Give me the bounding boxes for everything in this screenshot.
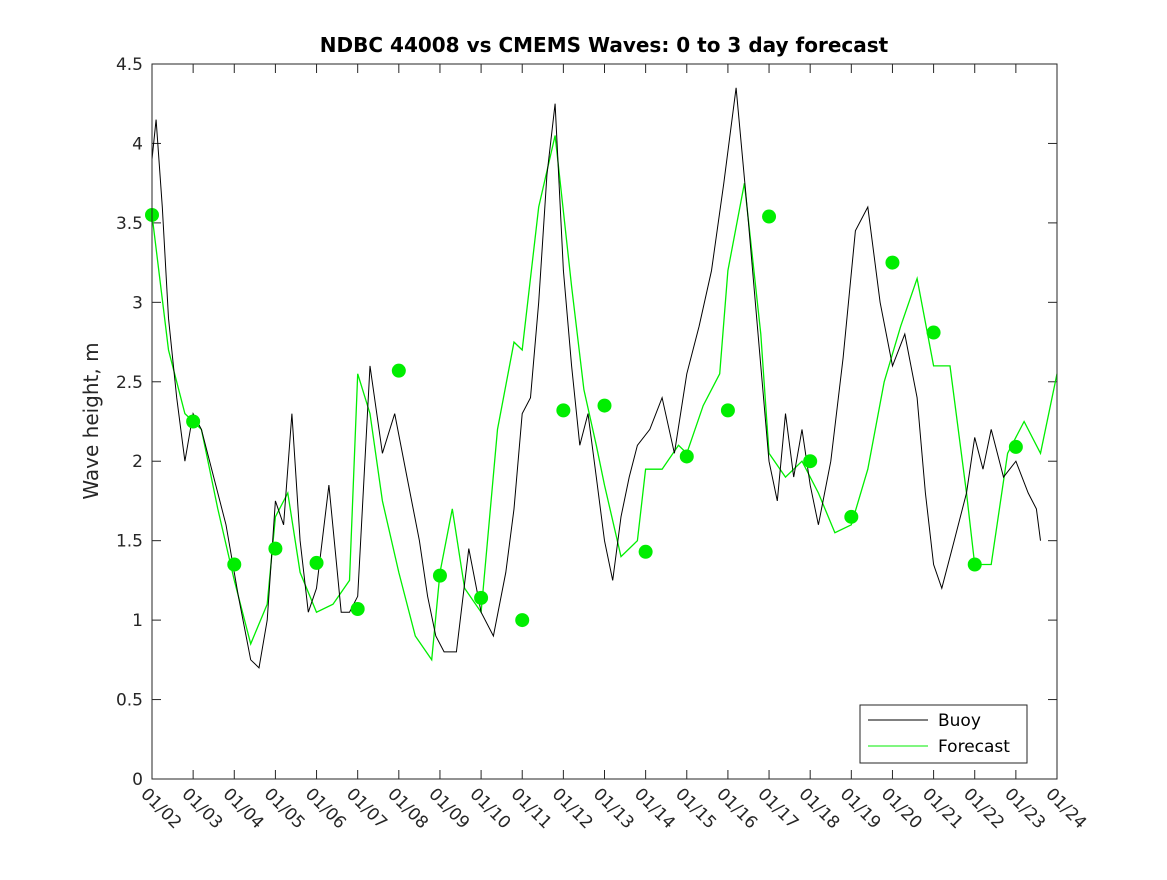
y-tick-label: 3.5 xyxy=(116,214,143,234)
forecast-analysis-point xyxy=(227,557,242,572)
forecast-analysis-point xyxy=(679,449,694,464)
plot-background xyxy=(152,64,1057,779)
x-tick-label: 01/02 xyxy=(136,784,185,833)
legend-box xyxy=(859,704,1028,764)
x-tick-label: 01/06 xyxy=(301,784,350,833)
x-tick-label: 01/22 xyxy=(959,784,1008,833)
x-tick-label: 01/04 xyxy=(219,784,268,833)
x-tick-label: 01/23 xyxy=(1000,784,1049,833)
forecast-analysis-point xyxy=(268,541,283,556)
forecast-analysis-point xyxy=(309,555,324,570)
plot-frame xyxy=(151,63,1058,780)
x-tick-label: 01/19 xyxy=(836,784,885,833)
x-tick-label: 01/10 xyxy=(466,784,515,833)
x-tick-label: 01/11 xyxy=(507,784,556,833)
x-tick-label: 01/07 xyxy=(342,784,391,833)
forecast-analysis-point xyxy=(885,255,900,270)
x-tick-label: 01/03 xyxy=(178,784,227,833)
forecast-analysis-point xyxy=(432,568,447,583)
forecast-analysis-point xyxy=(638,544,653,559)
forecast-analysis-point xyxy=(720,403,735,418)
y-tick-label: 1 xyxy=(132,611,143,631)
y-tick-label: 2 xyxy=(132,452,143,472)
forecast-analysis-point xyxy=(926,325,941,340)
y-tick-label: 3 xyxy=(132,293,143,313)
x-tick-label: 01/12 xyxy=(548,784,597,833)
forecast-analysis-point xyxy=(515,613,530,628)
forecast-analysis-point xyxy=(474,590,489,605)
y-tick-label: 1.5 xyxy=(116,532,143,552)
forecast-analysis-point xyxy=(391,363,406,378)
forecast-analysis-point xyxy=(556,403,571,418)
x-tick-label: 01/05 xyxy=(260,784,309,833)
x-tick-label: 01/15 xyxy=(671,784,720,833)
x-tick-label: 01/14 xyxy=(630,784,679,833)
forecast-analysis-point xyxy=(967,557,982,572)
chart-title: NDBC 44008 vs CMEMS Waves: 0 to 3 day fo… xyxy=(320,33,889,57)
x-tick-label: 01/13 xyxy=(589,784,638,833)
x-tick-label: 01/16 xyxy=(712,784,761,833)
forecast-analysis-point xyxy=(186,414,201,429)
forecast-analysis-point xyxy=(350,601,365,616)
forecast-analysis-point xyxy=(803,454,818,469)
forecast-analysis-point xyxy=(597,398,612,413)
x-tick-label: 01/09 xyxy=(424,784,473,833)
forecast-analysis-point xyxy=(844,509,859,524)
legend-forecast-label: Forecast xyxy=(938,737,1010,757)
markers-layer xyxy=(145,207,1023,628)
x-tick-label: 01/21 xyxy=(918,784,967,833)
y-tick-label: 4 xyxy=(132,134,143,154)
tick-marks xyxy=(151,63,1058,780)
y-tick-label: 0.5 xyxy=(116,691,143,711)
legend-buoy-label: Buoy xyxy=(938,711,981,731)
x-tick-label: 01/17 xyxy=(754,784,803,833)
y-tick-label: 2.5 xyxy=(116,373,143,393)
x-tick-label: 01/18 xyxy=(795,784,844,833)
x-tick-label: 01/20 xyxy=(877,784,926,833)
forecast-analysis-point xyxy=(1008,439,1023,454)
legend: Buoy Forecast xyxy=(859,704,1028,764)
forecast-analysis-point xyxy=(762,209,777,224)
x-tick-label: 01/24 xyxy=(1041,784,1090,833)
buoy-line xyxy=(151,87,1041,669)
y-tick-label: 0 xyxy=(132,770,143,790)
y-axis-label: Wave height, m xyxy=(79,342,103,499)
y-tick-label: 4.5 xyxy=(116,55,143,75)
x-tick-label: 01/08 xyxy=(383,784,432,833)
series-layer xyxy=(151,87,1058,669)
